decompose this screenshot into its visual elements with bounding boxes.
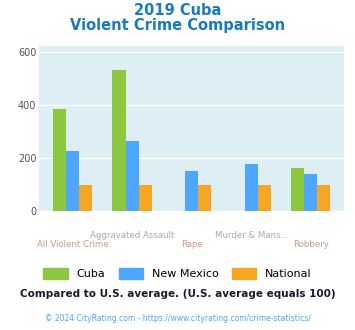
Bar xyxy=(258,184,271,211)
Bar xyxy=(139,184,152,211)
Bar xyxy=(291,168,304,211)
Text: Compared to U.S. average. (U.S. average equals 100): Compared to U.S. average. (U.S. average … xyxy=(20,289,335,299)
Text: Murder & Mans...: Murder & Mans... xyxy=(214,231,288,240)
Text: Robbery: Robbery xyxy=(293,241,329,249)
Bar xyxy=(126,141,139,211)
Bar xyxy=(113,70,126,211)
Bar xyxy=(245,164,258,211)
Text: 2019 Cuba: 2019 Cuba xyxy=(134,3,221,18)
Bar xyxy=(317,184,331,211)
Bar xyxy=(66,151,79,211)
Legend: Cuba, New Mexico, National: Cuba, New Mexico, National xyxy=(40,265,315,282)
Bar xyxy=(79,184,92,211)
Bar xyxy=(53,109,66,211)
Text: Aggravated Assault: Aggravated Assault xyxy=(90,231,174,240)
Text: All Violent Crime: All Violent Crime xyxy=(37,241,108,249)
Bar xyxy=(198,184,211,211)
Bar xyxy=(185,171,198,211)
Text: Violent Crime Comparison: Violent Crime Comparison xyxy=(70,18,285,33)
Text: © 2024 CityRating.com - https://www.cityrating.com/crime-statistics/: © 2024 CityRating.com - https://www.city… xyxy=(45,314,310,323)
Bar xyxy=(304,175,317,211)
Text: Rape: Rape xyxy=(181,241,203,249)
